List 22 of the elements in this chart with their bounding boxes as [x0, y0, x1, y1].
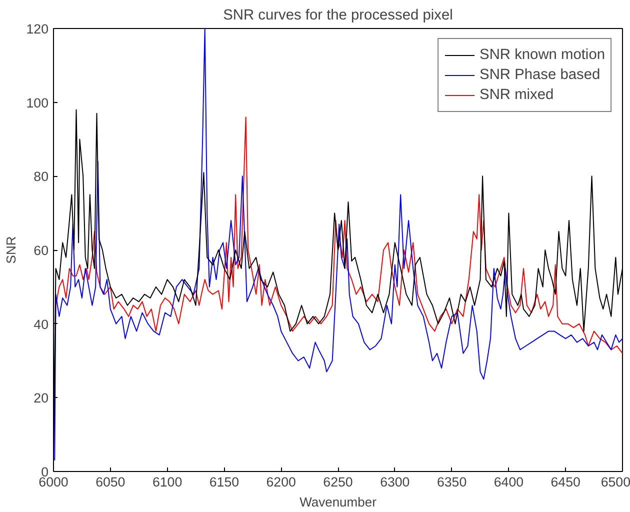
legend-label: SNR mixed [480, 87, 554, 103]
y-tick-label: 20 [34, 390, 49, 406]
y-tick-label: 80 [34, 169, 49, 184]
x-tick-label: 6350 [436, 474, 467, 490]
x-tick-label: 6450 [550, 474, 580, 490]
x-tick-label: 6050 [96, 474, 126, 490]
y-tick-label: 120 [26, 22, 49, 36]
x-tick-label: 6200 [266, 474, 296, 490]
y-tick-label: 100 [26, 95, 49, 110]
x-tick-label: 6500 [600, 474, 630, 490]
y-tick-label: 40 [34, 316, 49, 332]
y-axis-title: SNR [3, 236, 18, 264]
x-axis-title: Wavenumber [300, 494, 378, 510]
x-tick-label: 6250 [323, 474, 353, 490]
y-tick-label: 60 [34, 243, 49, 258]
chart-title: SNR curves for the processed pixel [223, 8, 453, 24]
x-tick-label: 6300 [380, 474, 410, 490]
x-tick-label: 6400 [494, 474, 524, 490]
legend-label: SNR Phase based [480, 67, 600, 83]
x-tick-label: 6100 [152, 474, 182, 490]
legend-label: SNR known motion [480, 47, 605, 63]
x-tick-label: 6150 [209, 474, 240, 490]
